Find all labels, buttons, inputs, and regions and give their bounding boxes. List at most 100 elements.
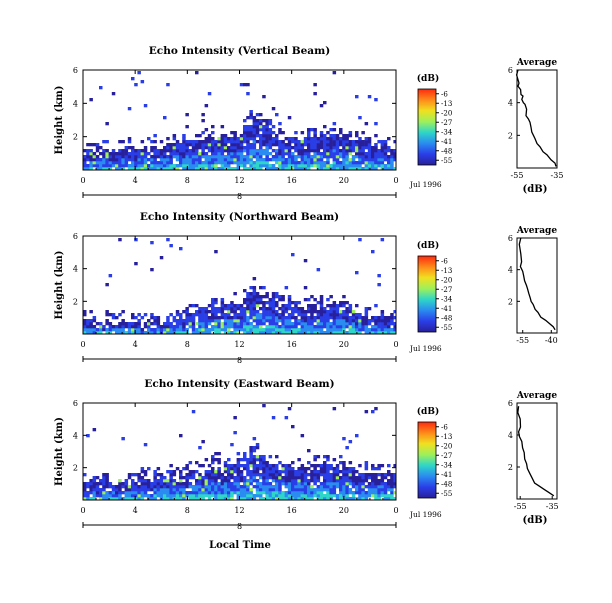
echo-cell (201, 164, 205, 168)
echo-cell (227, 473, 231, 477)
echo-cell (371, 479, 375, 483)
echo-cell (329, 482, 333, 486)
echo-cell (335, 307, 340, 311)
echo-cell (358, 143, 362, 147)
echo-cell (115, 161, 119, 165)
echo-cell (207, 485, 212, 489)
echo-cell (294, 470, 298, 474)
echo-cell (351, 479, 356, 483)
y-tick-label: 2 (73, 133, 78, 142)
echo-cell (383, 152, 388, 156)
echo-cell (252, 485, 257, 489)
x-tick-label: 0 (80, 506, 85, 515)
echo-cell (150, 331, 154, 334)
echo-cell (355, 304, 359, 308)
echo-cell (204, 313, 209, 317)
echo-cell (207, 322, 212, 326)
echo-cell (214, 485, 218, 489)
echo-cell (300, 167, 305, 170)
echo-cell (217, 485, 221, 489)
echo-cell (275, 328, 279, 332)
echo-cell (127, 325, 132, 329)
echo-cell (294, 319, 298, 323)
echo-cell (249, 152, 253, 156)
echo-cell (83, 331, 87, 334)
echo-cell (294, 161, 298, 165)
echo-cell (265, 325, 269, 329)
echo-cell (265, 164, 269, 168)
echo-cell (294, 158, 298, 162)
echo-cell (351, 482, 356, 486)
echo-cell (310, 155, 314, 159)
echo-cell (223, 161, 228, 165)
echo-cell (211, 131, 215, 135)
echo-cell (201, 155, 205, 159)
echo-cell (175, 482, 180, 486)
echo-cell (211, 476, 215, 480)
echo-cell (275, 494, 279, 498)
echo-cell (201, 140, 205, 144)
echo-cell (201, 479, 205, 483)
echo-cell (207, 319, 212, 323)
echo-cell (294, 149, 298, 153)
echo-cell (175, 164, 180, 168)
echo-cell (191, 331, 196, 334)
echo-cell (211, 470, 215, 474)
echo-cell (335, 476, 340, 480)
echo-cell (220, 161, 225, 165)
echo-cell (239, 304, 244, 308)
echo-cell (332, 134, 337, 138)
echo-cell (137, 322, 141, 326)
echo-cell (124, 149, 129, 153)
echo-cell (319, 155, 324, 159)
echo-cell (246, 485, 250, 489)
echo-cell (83, 164, 87, 168)
echo-cell (355, 328, 359, 332)
echo-cell (275, 143, 279, 147)
echo-cell (83, 313, 87, 317)
echo-cell (243, 482, 247, 486)
echo-cell (348, 146, 353, 150)
colorbar-label: -48 (441, 147, 452, 155)
echo-cell (201, 325, 205, 329)
echo-cell (172, 470, 177, 474)
echo-cell (249, 164, 253, 168)
echo-cell (313, 155, 317, 159)
echo-cell (207, 328, 212, 332)
echo-cell (281, 331, 285, 334)
echo-cell (105, 494, 109, 498)
echo-cell (291, 313, 295, 317)
echo-cell (287, 331, 292, 334)
echo-cell (313, 134, 317, 138)
echo-cell (198, 155, 202, 159)
echo-cell (393, 155, 396, 159)
echo-cell (323, 482, 327, 486)
echo-cell (300, 497, 305, 500)
echo-cell (214, 482, 218, 486)
echo-cell (243, 161, 247, 165)
echo-cell (300, 155, 305, 159)
echo-cell (124, 488, 129, 492)
echo-cell (323, 155, 327, 159)
echo-cell (323, 485, 327, 489)
echo-cell (140, 149, 145, 153)
echo-cell (211, 146, 215, 150)
echo-cell (319, 325, 324, 329)
echo-cell (262, 152, 266, 156)
echo-cell (179, 491, 183, 495)
echo-cell (294, 476, 298, 480)
echo-cell (275, 497, 279, 500)
echo-cell (239, 164, 244, 168)
echo-cell (326, 167, 330, 170)
echo-cell (307, 491, 311, 495)
echo-cell (371, 473, 375, 477)
echo-cell (201, 331, 205, 334)
echo-cell (239, 146, 244, 150)
echo-cell (281, 298, 285, 302)
echo-cell (297, 319, 301, 323)
echo-cell (307, 328, 311, 332)
echo-cell (198, 134, 202, 138)
echo-cell (303, 470, 308, 474)
echo-cell (201, 167, 205, 170)
